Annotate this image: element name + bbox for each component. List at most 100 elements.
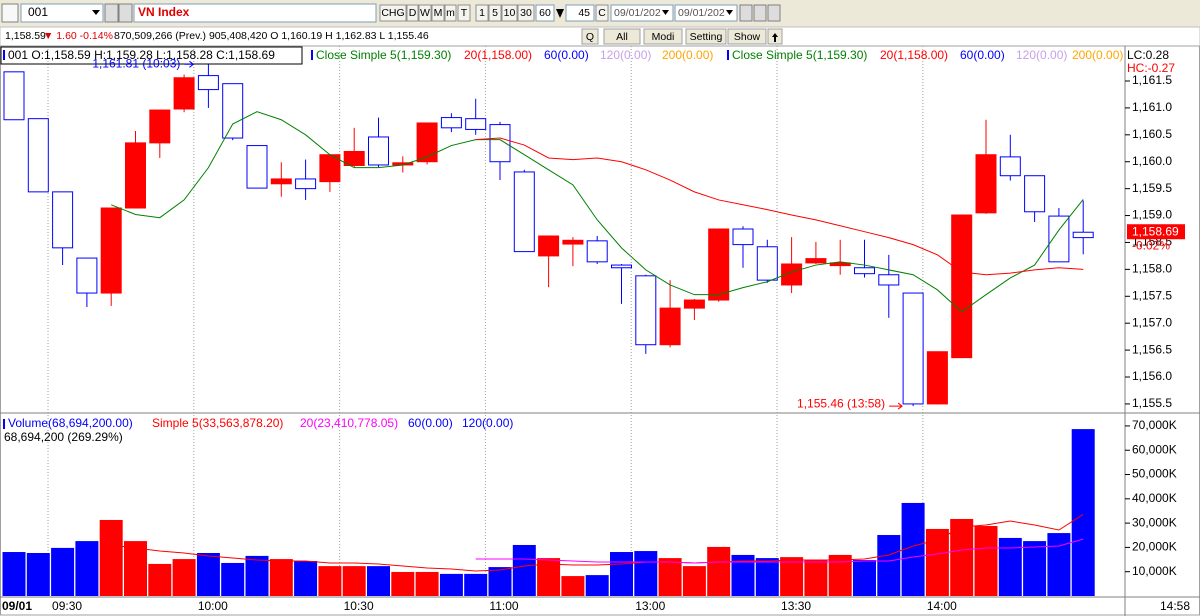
last-change: -0.02% — [1132, 238, 1170, 252]
toolbar-button[interactable] — [488, 4, 502, 22]
date-input[interactable] — [674, 4, 738, 22]
candle-body — [343, 150, 365, 166]
prev-icon[interactable] — [739, 4, 753, 22]
info-text: ▼ 1.60 -0.14% — [43, 30, 113, 42]
volume-bar — [318, 566, 342, 596]
volume-bar — [950, 518, 974, 596]
interval-input[interactable] — [535, 4, 555, 22]
volume-bar — [124, 541, 147, 596]
mode-button[interactable] — [595, 4, 609, 22]
volume-bar — [828, 554, 852, 596]
volume-bar — [269, 559, 293, 596]
y-tick-label: 1,157.5 — [1132, 288, 1172, 302]
menu-icon[interactable] — [1, 3, 19, 23]
count-input[interactable] — [565, 4, 595, 22]
volume-bar — [1071, 429, 1095, 596]
candle-body — [76, 257, 98, 294]
candle-body — [926, 351, 948, 405]
annotation: 1,161.81 (10:03) — [92, 56, 180, 70]
candle-body — [465, 118, 487, 130]
panel-button-label: Q — [586, 31, 594, 43]
toolbar-button-label: CHG — [381, 7, 404, 19]
volume-bar — [707, 546, 731, 596]
tool-icon[interactable] — [118, 3, 133, 23]
legend-entry: 001 O:1,158.59 H:1,159.28 L:1,158.28 C:1… — [8, 48, 275, 62]
date-input[interactable] — [610, 4, 674, 22]
y-tick-label: 1,160.0 — [1132, 154, 1172, 168]
refresh-icon[interactable] — [767, 4, 781, 22]
last-time: 14:58 — [1160, 599, 1190, 613]
y-tick-label: 60,000K — [1132, 442, 1177, 456]
candle-body — [902, 292, 924, 405]
y-tick-label: 20,000K — [1132, 540, 1177, 554]
dropdown-arrow[interactable] — [92, 10, 100, 15]
date-arrow[interactable] — [726, 10, 733, 15]
next-icon[interactable] — [753, 4, 767, 22]
lc-label: LC:0.28 — [1127, 48, 1169, 62]
panel-button[interactable] — [727, 28, 767, 45]
ohlc-box — [0, 46, 303, 65]
y-tick-label: 70,000K — [1132, 418, 1177, 432]
candle-body — [611, 264, 632, 269]
collapse-icon — [772, 33, 778, 42]
legend-entry: 120(0.00) — [600, 48, 651, 62]
legend-entry: 200(0.00) — [662, 48, 713, 62]
toolbar-button[interactable] — [379, 4, 407, 22]
candle-body — [440, 117, 462, 129]
candle-body — [781, 263, 803, 286]
candle-body — [562, 239, 584, 245]
candle-body — [489, 124, 511, 163]
moving-average — [111, 111, 1084, 313]
y-tick-label: 1,155.5 — [1132, 396, 1172, 410]
y-tick-label: 1,161.5 — [1132, 73, 1172, 87]
candle-body — [513, 171, 535, 253]
x-tick-label: 09:30 — [52, 599, 82, 613]
toolbar-button[interactable] — [457, 4, 471, 22]
candle-body — [756, 246, 778, 281]
legend-marker — [311, 50, 313, 60]
info-text: 870,509,266 (Prev.) 905,408,420 O 1,160.… — [114, 30, 429, 42]
legend-entry: 120(0.00) — [462, 416, 513, 430]
volume-bar — [99, 519, 123, 596]
toolbar-button[interactable] — [418, 4, 432, 22]
interval-arrow[interactable] — [556, 9, 564, 18]
toolbar-button[interactable] — [475, 4, 489, 22]
panel-button[interactable] — [643, 28, 683, 45]
date: 09/01/202 — [678, 7, 725, 19]
volume-bar — [610, 552, 633, 596]
volume-bar — [294, 561, 318, 596]
toolbar-button[interactable] — [501, 4, 518, 22]
candle-body — [854, 267, 875, 275]
legend-entry: 20(23,410,778.05) — [300, 416, 398, 430]
toolbar-button[interactable] — [517, 4, 535, 22]
candle-body — [52, 191, 74, 249]
annotation-arrow — [889, 402, 903, 410]
candle-body — [683, 299, 705, 309]
symbol-input[interactable] — [20, 3, 104, 23]
index-name: VN Index — [138, 5, 190, 19]
panel-button-label: Modi — [652, 31, 675, 43]
y-tick-label: 1,158.0 — [1132, 262, 1172, 276]
panel-button[interactable] — [581, 28, 599, 45]
toolbar-button[interactable] — [444, 4, 457, 22]
candle-body — [1048, 215, 1070, 263]
toolbar-button[interactable] — [406, 4, 419, 22]
legend-entry: 60(0.00) — [960, 48, 1005, 62]
search-icon[interactable] — [104, 3, 119, 23]
toolbar-button-label: 10 — [504, 7, 516, 19]
panel-button[interactable] — [603, 28, 641, 45]
y-tick-label: 1,156.0 — [1132, 369, 1172, 383]
date-label: 09/01 — [2, 599, 32, 613]
date-arrow[interactable] — [662, 10, 669, 15]
y-tick-label: 1,160.5 — [1132, 127, 1172, 141]
toolbar-button[interactable] — [431, 4, 445, 22]
volume-top-label: 68,694,200 (269.29%) — [4, 430, 123, 444]
candle-body — [635, 275, 657, 346]
volume-bar — [2, 552, 26, 596]
panel-button[interactable] — [685, 28, 727, 45]
x-tick-label: 13:30 — [781, 599, 811, 613]
volume-bar — [464, 573, 488, 596]
x-tick-label: 13:00 — [635, 599, 665, 613]
last-price: 1,158.69 — [1132, 224, 1179, 238]
